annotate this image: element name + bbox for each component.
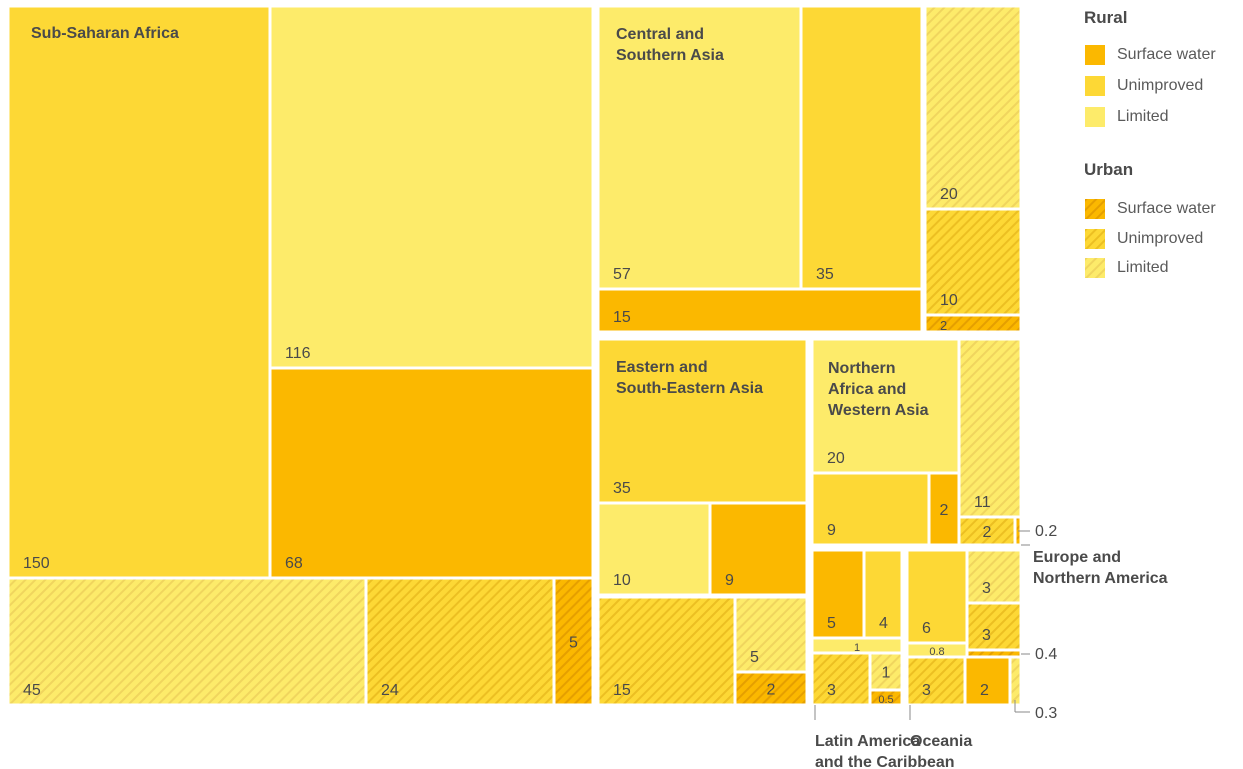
legend-swatch [1085,76,1105,96]
legend-swatch [1085,45,1105,65]
value-label: 5 [750,649,759,666]
tile-rural-unimproved [6,4,272,580]
tile-urban-limited [733,595,809,674]
tile-rural-limited [596,501,712,597]
region-labels: Sub-Saharan Africa Central and Southern As… [31,25,1168,769]
region-label: Sub-Saharan Africa [31,25,179,42]
value-label: 35 [613,480,631,497]
callout-lines: 0.2 0.4 0.3 [814,523,1057,722]
value-label: 45 [23,682,41,699]
legend-label: Limited [1117,108,1169,125]
tile-urban-limited [957,337,1023,519]
legend-swatch [1085,199,1105,219]
tile-urban-unimproved [957,515,1017,547]
value-label: 0.8 [929,646,944,658]
tile-rural-unimproved [905,548,969,645]
tile-rural-limited [810,337,961,475]
value-label: 4 [879,615,888,632]
region-label: Oceania [910,733,972,750]
value-label: 35 [816,266,834,283]
legend-label: Unimproved [1117,77,1204,94]
tile-rural-surface-water [708,501,809,597]
value-label: 10 [940,292,958,309]
value-label: 2 [980,682,989,699]
tile-urban-surface-water [965,648,1023,659]
value-label: 24 [381,682,399,699]
value-label: 11 [974,494,991,511]
tile-rural-unimproved [799,4,924,291]
tile-rural-surface-water [810,548,866,640]
tile-urban-unimproved [905,655,967,707]
value-label: 10 [613,572,631,589]
value-label: 3 [922,682,931,699]
legend-swatch [1085,107,1105,127]
value-label: 20 [827,450,845,467]
value-label: 2 [940,318,947,333]
value-label: 5 [569,635,578,652]
value-label: 68 [285,555,303,572]
region-label: Latin America and the Caribbean [815,733,955,769]
callout-value-label: 0.2 [1035,523,1057,540]
tile-urban-surface-water [552,576,595,707]
value-label: 3 [827,682,836,699]
value-label: 2 [767,682,776,699]
tile-rural-limited [596,4,803,291]
legend-label: Surface water [1117,46,1216,63]
legend-label: Unimproved [1117,230,1204,247]
region-label: Northern Africa and Western Asia [828,360,929,419]
tile-urban-surface-water [733,670,809,707]
legend-swatch [1085,258,1105,278]
value-label: 2 [940,502,949,519]
value-label: 1 [882,665,891,682]
tile-rural-limited [268,4,595,370]
legend-swatch [1085,229,1105,249]
legend-heading-rural: Rural [1084,8,1128,27]
tile-rural-surface-water [596,287,924,334]
tile-rural-unimproved [862,548,904,640]
value-label: 9 [725,572,734,589]
tile-urban-limited [868,651,904,692]
value-label: 116 [285,345,311,362]
value-label: 9 [827,522,836,539]
region-label: Europe and Northern America [1033,549,1168,587]
value-label: 3 [982,627,991,644]
legend-label: Limited [1117,259,1169,276]
tile-urban-unimproved [810,651,872,707]
value-label: 1 [854,642,860,654]
tile-rural-unimproved [810,471,931,547]
legend-label: Surface water [1117,200,1216,217]
value-label: 150 [23,555,50,572]
tile-urban-limited [923,4,1023,211]
value-label: 15 [613,682,631,699]
tile-urban-unimproved [596,595,737,707]
tile-urban-unimproved [923,207,1023,317]
value-label: 57 [613,266,631,283]
tile-urban-surface-water [868,688,904,707]
tile-urban-unimproved [965,601,1023,652]
tile-rural-surface-water [268,366,595,580]
value-label: 2 [983,524,992,541]
tile-urban-surface-water [923,313,1023,334]
callout-value-label: 0.3 [1035,705,1057,722]
tile-urban-limited [6,576,368,707]
value-label: 15 [613,309,631,326]
value-label: 20 [940,186,958,203]
value-label: 0.5 [878,694,893,706]
region-label: Central and Southern Asia [616,26,724,64]
callout-value-label: 0.4 [1035,646,1057,663]
value-label: 3 [982,580,991,597]
tile-urban-unimproved [364,576,556,707]
legend-heading-urban: Urban [1084,160,1134,179]
value-label: 6 [922,620,931,637]
region-label: Eastern and South-Eastern Asia [616,359,763,397]
tile-rural-surface-water [927,471,961,547]
tile-urban-limited [1008,655,1023,707]
tile-urban-limited [965,548,1023,605]
value-label: 5 [827,615,836,632]
